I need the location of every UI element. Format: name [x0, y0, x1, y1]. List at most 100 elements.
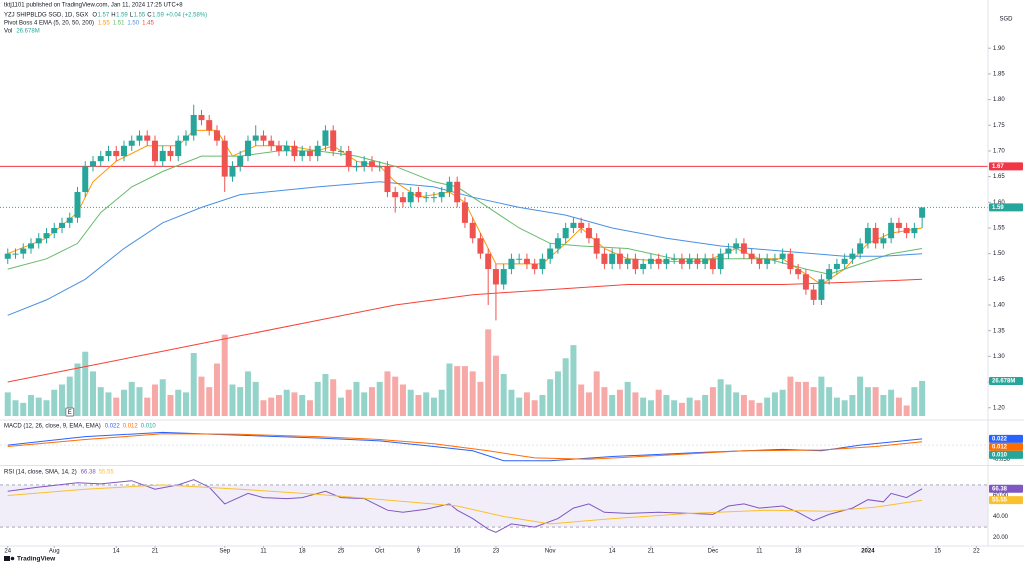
volume-bar — [647, 400, 654, 416]
candle-body — [345, 150, 352, 167]
volume-bar — [337, 397, 344, 416]
candle-body — [919, 207, 926, 218]
candle-body — [686, 258, 693, 264]
volume-bar — [771, 392, 778, 416]
candle-body — [477, 238, 484, 254]
brand: TradingView — [17, 556, 56, 563]
x-tick-label: 14 — [113, 549, 120, 555]
candle-body — [27, 243, 34, 249]
volume-bar — [392, 376, 399, 416]
x-tick-label: 18 — [299, 549, 306, 555]
volume-bar — [345, 389, 352, 416]
indicator-value: 1.50 — [127, 21, 139, 27]
volume-bar — [283, 389, 290, 416]
candle-body — [299, 150, 306, 157]
x-tick-label: 16 — [454, 549, 461, 555]
volume-bar — [764, 397, 771, 416]
candle-body — [361, 161, 368, 167]
candle-body — [872, 227, 879, 244]
volume-bar — [570, 345, 577, 416]
candle-body — [213, 130, 220, 141]
volume-bar — [275, 395, 282, 416]
candle-body — [492, 269, 499, 285]
candle-body — [167, 150, 174, 157]
y-tick-label: 1.20 — [993, 405, 1005, 411]
candle-body — [229, 166, 236, 177]
volume-bar — [671, 400, 678, 416]
volume-bar — [911, 387, 918, 416]
volume-bar — [779, 389, 786, 416]
attribution: tktj1101 published on TradingView.com, J… — [4, 3, 183, 9]
volume-bar — [430, 397, 437, 416]
candle-body — [826, 269, 833, 280]
candle-body — [888, 222, 895, 239]
x-tick-label: 15 — [934, 549, 941, 555]
candle-body — [880, 238, 887, 244]
candle-body — [779, 253, 786, 259]
candle-body — [632, 258, 639, 270]
candle-body — [74, 192, 81, 218]
volume-bar — [97, 387, 104, 416]
candle-body — [322, 130, 329, 146]
candle-body — [128, 140, 135, 146]
volume-bar — [601, 387, 608, 416]
volume-bar — [190, 353, 197, 416]
price-tag-label: 1.59 — [992, 205, 1004, 211]
ohlc-label: H — [111, 13, 115, 19]
candle-body — [787, 253, 794, 270]
candle-body — [903, 227, 910, 234]
volume-bar — [787, 376, 794, 416]
candle-body — [291, 145, 298, 157]
volume-bar — [66, 376, 73, 416]
indicator-name: Vol — [4, 29, 12, 35]
volume-bar — [229, 384, 236, 416]
volume-bar — [880, 395, 887, 416]
x-tick-label: 11 — [260, 549, 267, 555]
indicator-name: MACD (12, 26, close, 9, EMA, EMA) — [4, 424, 101, 430]
indicator-value: 0.012 — [123, 424, 139, 430]
candle-body — [624, 258, 631, 264]
volume-bar — [694, 400, 701, 416]
indicator-name: RSI (14, close, SMA, 14, 2) — [4, 470, 77, 476]
price-tag-label: 0.022 — [992, 436, 1008, 442]
volume-bar — [306, 400, 313, 416]
x-tick-label: Nov — [545, 549, 556, 555]
volume-bar — [136, 387, 143, 416]
x-tick-label: 11 — [756, 549, 763, 555]
candle-body — [20, 248, 27, 254]
candle-body — [206, 120, 213, 131]
indicator-value: 55.55 — [99, 470, 115, 476]
volume-bar — [144, 397, 151, 416]
candle-body — [802, 274, 809, 290]
volume-bar — [454, 366, 461, 416]
candle-body — [337, 150, 344, 152]
candle-body — [562, 227, 569, 239]
volume-bar — [872, 387, 879, 416]
candle-body — [663, 258, 670, 264]
candle-body — [66, 217, 73, 223]
volume-bar — [655, 389, 662, 416]
volume-bar — [376, 381, 383, 416]
candle-body — [376, 166, 383, 168]
candle-body — [795, 269, 802, 275]
volume-bar — [415, 395, 422, 416]
x-tick-label: Oct — [375, 549, 385, 555]
candle-body — [864, 227, 871, 244]
volume-bar — [554, 371, 561, 416]
indicator-value: 1.55 — [98, 21, 110, 27]
candle-body — [430, 197, 437, 199]
rsi-line — [7, 484, 923, 525]
volume-bar — [314, 381, 321, 416]
volume-bar — [616, 389, 623, 416]
volume-bar — [523, 392, 530, 416]
volume-bar — [663, 395, 670, 416]
volume-bar — [516, 397, 523, 416]
candle-body — [454, 181, 461, 203]
candle-body — [655, 258, 662, 264]
brand-logo — [4, 556, 15, 561]
candle-body — [523, 258, 530, 264]
volume-bar — [27, 395, 34, 416]
price-tag-label: 55.55 — [992, 498, 1008, 504]
volume-bar — [578, 384, 585, 416]
